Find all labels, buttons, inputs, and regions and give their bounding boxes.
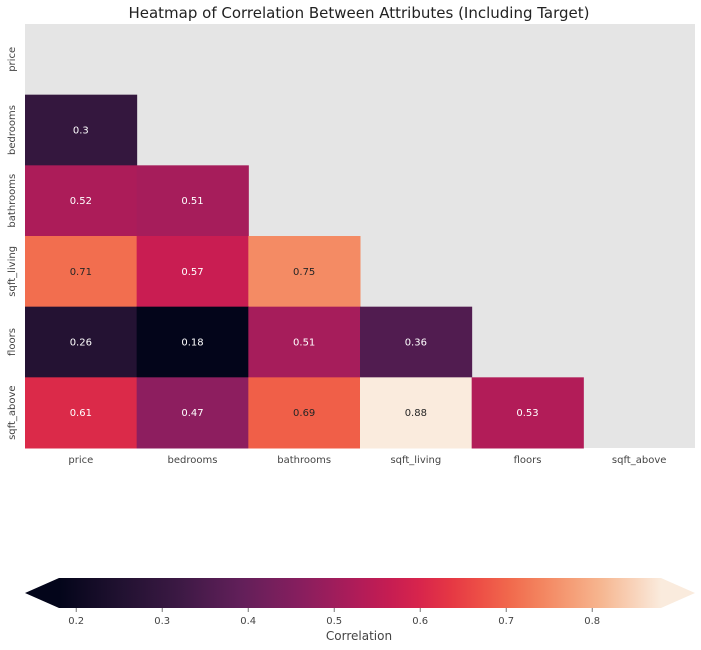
x-tick-label: sqft_above — [612, 455, 667, 466]
heatmap-cell — [25, 94, 138, 166]
heatmap-cell — [360, 377, 473, 449]
x-tick-label: bathrooms — [277, 455, 331, 466]
colorbar-tick-label: 0.7 — [498, 616, 514, 627]
colorbar-label: Correlation — [326, 629, 392, 643]
colorbar-low-extension — [25, 578, 59, 608]
heatmap-cell — [25, 165, 138, 237]
cell-value-label: 0.26 — [70, 338, 92, 349]
cell-value-label: 0.18 — [181, 338, 203, 349]
cell-value-label: 0.3 — [73, 126, 89, 137]
colorbar-ticks: 0.2 0.3 0.4 0.5 0.6 0.7 0.8 — [68, 608, 600, 627]
heatmap-cell — [248, 377, 361, 449]
cell-value-label: 0.36 — [405, 338, 427, 349]
colorbar-tick-label: 0.4 — [240, 616, 256, 627]
heatmap-cell — [471, 377, 584, 449]
cell-value-label: 0.51 — [181, 196, 203, 207]
cell-value-label: 0.71 — [70, 267, 92, 278]
colorbar-high-extension — [661, 578, 695, 608]
cell-value-label: 0.53 — [516, 408, 538, 419]
heatmap-cell — [136, 306, 249, 378]
cell-value-label: 0.47 — [181, 408, 203, 419]
heatmap-cell — [25, 236, 138, 308]
y-tick-label: bathrooms — [7, 174, 18, 228]
heatmap-cell — [248, 306, 361, 378]
heatmap-cell — [136, 236, 249, 308]
chart-title: Heatmap of Correlation Between Attribute… — [128, 4, 589, 22]
y-tick-label: price — [7, 47, 18, 72]
colorbar-tick-label: 0.3 — [154, 616, 170, 627]
y-tick-label: floors — [7, 328, 18, 356]
heatmap-cell — [25, 377, 138, 449]
heatmap-cell — [25, 306, 138, 378]
x-tick-label: floors — [514, 455, 542, 466]
y-tick-label: bedrooms — [7, 105, 18, 155]
x-tick-label: price — [68, 455, 93, 466]
cell-value-label: 0.88 — [405, 408, 427, 419]
cell-value-label: 0.52 — [70, 196, 92, 207]
heatmap-cells — [25, 94, 584, 449]
x-tick-label: bedrooms — [168, 455, 218, 466]
cell-value-label: 0.69 — [293, 408, 315, 419]
colorbar-tick-label: 0.2 — [68, 616, 84, 627]
cell-value-label: 0.51 — [293, 338, 315, 349]
cell-value-label: 0.75 — [293, 267, 315, 278]
colorbar: 0.2 0.3 0.4 0.5 0.6 0.7 0.8 Correlation — [25, 578, 695, 643]
heatmap-cell — [136, 377, 249, 449]
heatmap-cell — [360, 306, 473, 378]
y-tick-label: sqft_living — [7, 246, 18, 297]
heatmap-cell-labels: 0.3 0.52 0.51 0.71 0.57 0.75 0.26 0.18 0.51 0.36 0… — [70, 126, 539, 420]
heatmap-cell — [248, 236, 361, 308]
colorbar-tick-label: 0.8 — [584, 616, 600, 627]
cell-value-label: 0.61 — [70, 408, 92, 419]
colorbar-gradient — [59, 578, 661, 608]
x-axis-ticks: price bedrooms bathrooms sqft_living floors s… — [68, 455, 666, 466]
colorbar-tick-label: 0.6 — [412, 616, 428, 627]
x-tick-label: sqft_living — [390, 455, 441, 466]
heatmap-cell — [136, 165, 249, 237]
y-tick-label: sqft_above — [7, 385, 18, 440]
colorbar-tick-label: 0.5 — [326, 616, 342, 627]
cell-value-label: 0.57 — [181, 267, 203, 278]
